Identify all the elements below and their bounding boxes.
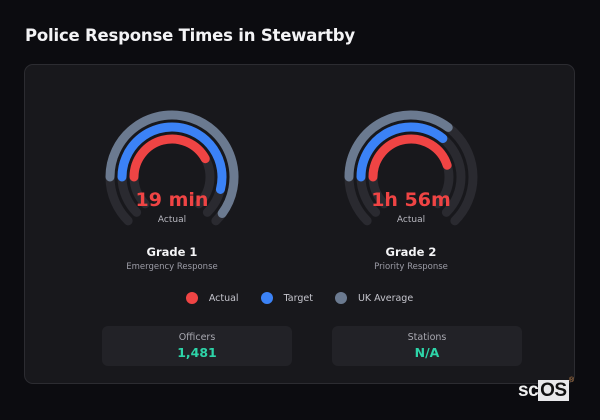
page-title: Police Response Times in Stewartby bbox=[25, 26, 355, 45]
legend-label: UK Average bbox=[357, 292, 414, 304]
chart-legend: Actual Target UK Average bbox=[25, 292, 574, 304]
uk-average-arc bbox=[344, 110, 453, 182]
logo-text: sc bbox=[518, 380, 539, 401]
legend-dot-icon bbox=[334, 292, 347, 304]
gauge-title: Grade 1 bbox=[146, 245, 198, 259]
registered-mark: ® bbox=[569, 377, 574, 384]
target-arc bbox=[117, 122, 227, 194]
radial-chart-grade-2 bbox=[344, 110, 478, 226]
legend-label: Actual bbox=[208, 292, 239, 304]
gauge-description: Emergency Response bbox=[126, 262, 218, 272]
scos-logo: sc OS ® bbox=[518, 377, 574, 402]
radial-chart-grade-1 bbox=[105, 110, 239, 226]
legend-dot-icon bbox=[185, 292, 198, 304]
uk-average-arc bbox=[105, 110, 239, 218]
legend-dot-icon bbox=[260, 292, 273, 304]
response-times-card: 19 min Actual Grade 1 Emergency Response… bbox=[24, 64, 575, 384]
legend-item-actual[interactable]: Actual bbox=[185, 292, 239, 304]
actual-value: 1h 56m bbox=[371, 189, 451, 211]
stat-officers: Officers 1,481 bbox=[102, 326, 292, 366]
stat-stations: Stations N/A bbox=[332, 326, 522, 366]
stat-value: 1,481 bbox=[177, 345, 217, 360]
legend-item-uk-average[interactable]: UK Average bbox=[334, 292, 414, 304]
legend-item-target[interactable]: Target bbox=[260, 292, 313, 304]
actual-arc bbox=[368, 134, 452, 182]
actual-arc bbox=[129, 134, 210, 182]
stat-label: Stations bbox=[407, 332, 447, 343]
logo-text-boxed: OS bbox=[538, 380, 569, 401]
gauge-description: Priority Response bbox=[374, 262, 448, 272]
legend-label: Target bbox=[283, 292, 313, 304]
actual-value: 19 min bbox=[135, 189, 209, 211]
actual-label: Actual bbox=[157, 215, 187, 225]
stat-label: Officers bbox=[178, 332, 216, 343]
stat-value: N/A bbox=[414, 345, 440, 360]
gauge-title: Grade 2 bbox=[385, 245, 437, 259]
actual-label: Actual bbox=[396, 215, 426, 225]
target-arc bbox=[356, 122, 448, 182]
